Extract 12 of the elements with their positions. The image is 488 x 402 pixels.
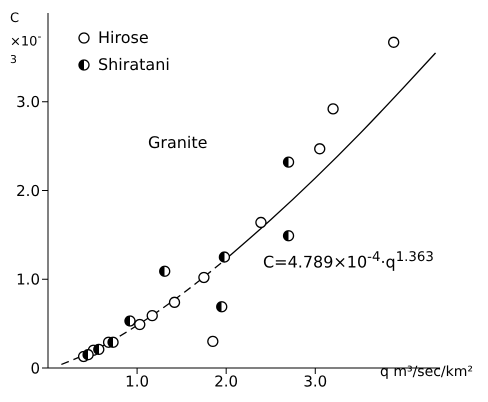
legend-label: Hirose bbox=[98, 28, 149, 47]
x-tick-label: 1.0 bbox=[125, 372, 150, 391]
x-axis-title: q m³/sec/km² bbox=[380, 364, 473, 380]
x-tick-label: 2.0 bbox=[214, 372, 238, 391]
annotation: C=4.789×10$^{-4}$·q$^{1.363}$ bbox=[263, 250, 434, 272]
y-tick-label: 3.0 bbox=[16, 93, 40, 112]
annotation: Granite bbox=[148, 133, 208, 152]
y-tick-label: 0 bbox=[30, 359, 40, 378]
y-tick-label: 2.0 bbox=[16, 182, 40, 200]
y-tick-label: 1.0 bbox=[16, 270, 40, 289]
legend-label: Shiratani bbox=[98, 55, 170, 74]
x-tick-label: 3.0 bbox=[303, 372, 328, 391]
